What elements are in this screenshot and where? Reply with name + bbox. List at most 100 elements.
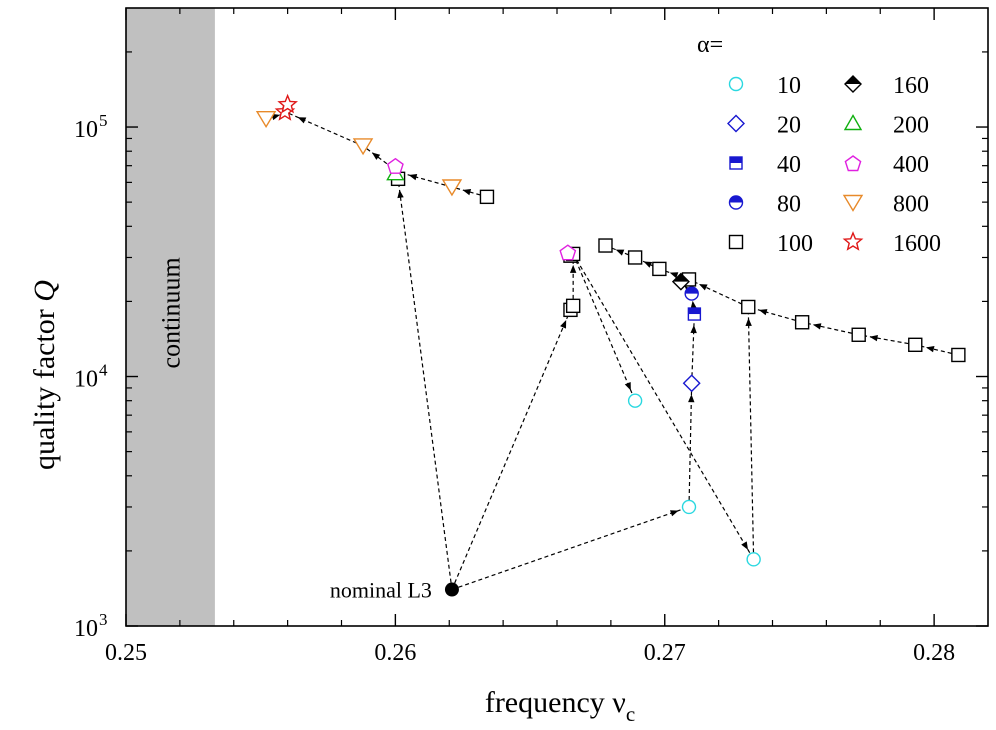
legend-label-100: 100: [777, 231, 813, 257]
legend-marker-200: [843, 114, 863, 131]
legend-marker-10: [728, 76, 744, 92]
data-point-alpha-100: [794, 315, 810, 330]
arrow-head: [615, 249, 625, 256]
data-point-alpha-400: [559, 244, 577, 261]
transition-arrow: [397, 171, 453, 188]
legend-marker-160: [844, 75, 862, 93]
y-tick-label: 10: [74, 616, 98, 642]
data-point-alpha-800: [255, 110, 277, 129]
arrow-head: [643, 261, 653, 268]
legend-label-800: 800: [893, 192, 929, 218]
transition-arrow: [691, 314, 695, 384]
arrow-head: [869, 334, 878, 342]
y-tick-label-exponent: 5: [99, 111, 108, 130]
transition-arrow: [688, 278, 749, 308]
y-tick-label: 10: [74, 367, 98, 393]
data-point-alpha-10: [627, 393, 643, 408]
nominal-l3-label: nominal L3: [330, 578, 432, 603]
data-point-alpha-100: [851, 327, 866, 342]
data-point-alpha-100: [627, 250, 643, 265]
data-point-alpha-20: [682, 374, 701, 393]
y-tick-label: 10: [74, 117, 98, 143]
x-tick-label: 0.26: [374, 640, 416, 666]
arrow-head: [745, 317, 752, 327]
nominal-l3-point: [444, 582, 459, 597]
y-tick-label-exponent: 4: [99, 361, 108, 380]
data-point-alpha-100: [951, 347, 966, 363]
transition-arrow: [802, 321, 859, 336]
arrow-head: [758, 309, 768, 316]
legend-label-10: 10: [777, 73, 801, 99]
data-point-alpha-100: [479, 189, 495, 205]
x-axis-title-text: frequency ν: [485, 686, 626, 719]
arrow-head: [698, 284, 708, 291]
y-axis-title: quality factor Q: [28, 280, 61, 470]
transition-arrow: [451, 506, 690, 591]
data-point-alpha-800: [441, 179, 463, 197]
transition-arrow: [451, 309, 572, 590]
arrow-head: [560, 319, 567, 329]
transition-arrow: [858, 334, 916, 346]
arrow-head: [624, 381, 631, 391]
markers-layer: [255, 93, 966, 597]
legend-marker-800: [842, 194, 864, 212]
data-point-alpha-40: [687, 307, 702, 321]
arrow-head: [271, 113, 281, 121]
arrow-head: [397, 189, 404, 199]
continuum-band: [126, 8, 215, 626]
legend-marker-80: [728, 195, 744, 210]
arrow-head: [690, 300, 697, 310]
legend-label-40: 40: [777, 152, 801, 178]
legend-marker-1600: [842, 231, 864, 251]
transition-arrow: [572, 253, 636, 401]
x-tick-label: 0.25: [105, 640, 147, 666]
arrow-head: [925, 346, 935, 353]
arrow-head: [462, 189, 472, 196]
arrow-head: [812, 323, 822, 330]
arrow-head: [408, 174, 418, 181]
data-point-alpha-100: [565, 298, 581, 314]
legend-label-200: 200: [893, 113, 929, 139]
transition-arrow: [397, 178, 453, 590]
plot-frame: [125, 7, 989, 627]
continuum-label: continuum: [156, 257, 185, 368]
data-point-alpha-1600: [277, 93, 298, 114]
y-tick-label-exponent: 3: [99, 610, 108, 629]
legend-label-1600: 1600: [893, 231, 941, 257]
legend-title: α=: [697, 32, 723, 58]
legend-label-20: 20: [777, 113, 801, 139]
arrow-head: [669, 272, 679, 279]
legend-marker-40: [729, 156, 743, 170]
transition-arrow: [747, 306, 755, 560]
arrow-head: [569, 264, 577, 273]
data-point-alpha-400: [386, 157, 404, 174]
legend: α= 10 20 40 80 100 160 200 400 800 1600: [697, 32, 941, 257]
transition-arrow: [572, 253, 755, 560]
y-axis-title-symbol: Q: [28, 280, 61, 302]
data-point-alpha-100: [652, 261, 667, 277]
continuum-label-group: continuum: [156, 257, 185, 368]
legend-label-80: 80: [777, 192, 801, 218]
transition-arrow: [748, 306, 803, 323]
y-axis-title-group: quality factor Q: [28, 280, 61, 470]
arrow-head: [371, 152, 381, 160]
data-point-alpha-100: [741, 299, 756, 315]
arrow-head: [297, 117, 307, 124]
data-point-alpha-160: [671, 272, 690, 291]
data-point-alpha-800: [352, 138, 374, 156]
arrow-head: [669, 510, 679, 517]
x-axis-title-subscript: c: [626, 702, 635, 726]
legend-marker-100: [728, 234, 744, 250]
arrow-head: [688, 394, 695, 403]
legend-label-400: 400: [893, 152, 929, 178]
data-point-alpha-100: [908, 337, 923, 353]
x-axis-title: frequency νc: [485, 686, 635, 726]
legend-marker-400: [844, 155, 862, 172]
data-point-alpha-80: [684, 286, 699, 301]
arrow-head: [690, 325, 697, 334]
legend-marker-20: [727, 114, 745, 133]
data-point-alpha-10: [746, 552, 761, 567]
x-tick-label: 0.27: [644, 640, 686, 666]
